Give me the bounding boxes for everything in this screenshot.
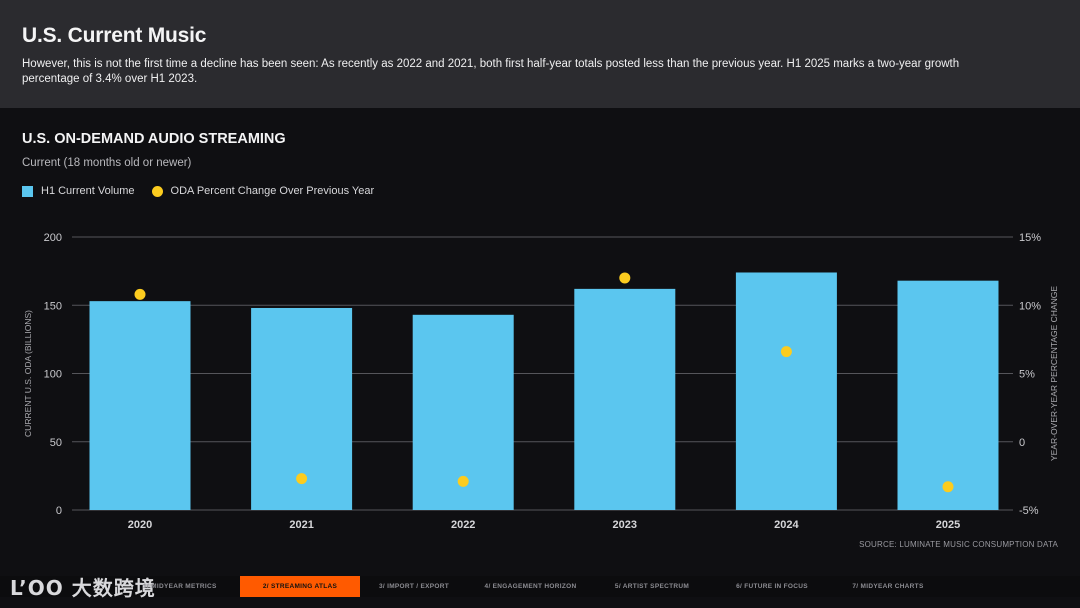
- legend-item-percent-change: ODA Percent Change Over Previous Year: [151, 185, 375, 197]
- dot-2023: [619, 272, 631, 284]
- legend-item-volume: H1 Current Volume: [22, 185, 135, 197]
- x-tick-label: 2024: [774, 519, 799, 531]
- x-tick-label: 2022: [451, 519, 475, 531]
- dot-2025: [942, 481, 954, 493]
- x-tick-label: 2025: [936, 519, 960, 531]
- x-tick-label: 2021: [289, 519, 313, 531]
- nav-tab-midyear-charts[interactable]: 7/ MIDYEAR CHARTS: [852, 583, 924, 590]
- y-tick-label: 200: [44, 232, 62, 244]
- x-tick-label: 2020: [128, 519, 152, 531]
- legend-dot-swatch: [151, 185, 163, 197]
- dot-2021: [296, 473, 308, 485]
- y2-tick-label: -5%: [1019, 505, 1039, 517]
- bar-2020: [89, 301, 191, 510]
- header: U.S. Current Music However, this is not …: [0, 0, 1080, 108]
- nav-tab-import-export[interactable]: 3/ IMPORT / EXPORT: [378, 583, 450, 590]
- y2-tick-label: 15%: [1019, 232, 1041, 244]
- source-note: SOURCE: LUMINATE MUSIC CONSUMPTION DATA: [859, 540, 1058, 549]
- y-tick-label: 50: [50, 437, 62, 449]
- y2-axis-title: YEAR-OVER-YEAR PERCENTAGE CHANGE: [1049, 286, 1059, 461]
- y-tick-label: 100: [44, 369, 62, 381]
- x-tick-label: 2023: [613, 519, 637, 531]
- legend-label-percent-change: ODA Percent Change Over Previous Year: [170, 185, 375, 197]
- y2-tick-label: 5%: [1019, 369, 1035, 381]
- legend-bar-swatch: [22, 185, 33, 197]
- page-title: U.S. Current Music: [22, 24, 207, 47]
- y-tick-label: 150: [44, 300, 62, 312]
- section-nav: 1/ MIDYEAR METRICS 2/ STREAMING ATLAS 3/…: [120, 576, 943, 597]
- legend-label-volume: H1 Current Volume: [41, 185, 135, 197]
- y-tick-label: 0: [56, 505, 62, 517]
- chart-plot: 0 50 100 150 200 -5% 0 5% 10% 15% CURRENT U.S. ODA…: [23, 232, 1059, 531]
- bar-2024: [735, 272, 837, 510]
- brand-logo: L’OO 大数跨境: [10, 576, 156, 600]
- nav-tab-midyear-metrics[interactable]: 1/ MIDYEAR METRICS: [143, 583, 217, 590]
- nav-tab-streaming-atlas[interactable]: 2/ STREAMING ATLAS: [240, 576, 360, 597]
- nav-tab-engagement-horizon[interactable]: 4/ ENGAGEMENT HORIZON: [484, 583, 577, 590]
- chart-subtitle: Current (18 months old or newer): [22, 157, 192, 169]
- nav-tab-future-in-focus[interactable]: 6/ FUTURE IN FOCUS: [736, 583, 808, 590]
- dot-2020: [134, 288, 146, 300]
- bar-2025: [897, 280, 999, 510]
- page-description: However, this is not the first time a de…: [22, 58, 960, 85]
- y-axis-title: CURRENT U.S. ODA (BILLIONS): [23, 310, 33, 437]
- dot-2024: [780, 346, 792, 358]
- chart-title: U.S. ON-DEMAND AUDIO STREAMING: [22, 131, 286, 147]
- chart-legend: H1 Current Volume ODA Percent Change Ove…: [22, 185, 391, 197]
- nav-tab-artist-spectrum[interactable]: 5/ ARTIST SPECTRUM: [614, 583, 690, 590]
- y2-tick-label: 0: [1019, 437, 1025, 449]
- y2-tick-label: 10%: [1019, 300, 1041, 312]
- dot-2022: [457, 475, 469, 487]
- bar-2023: [574, 288, 676, 510]
